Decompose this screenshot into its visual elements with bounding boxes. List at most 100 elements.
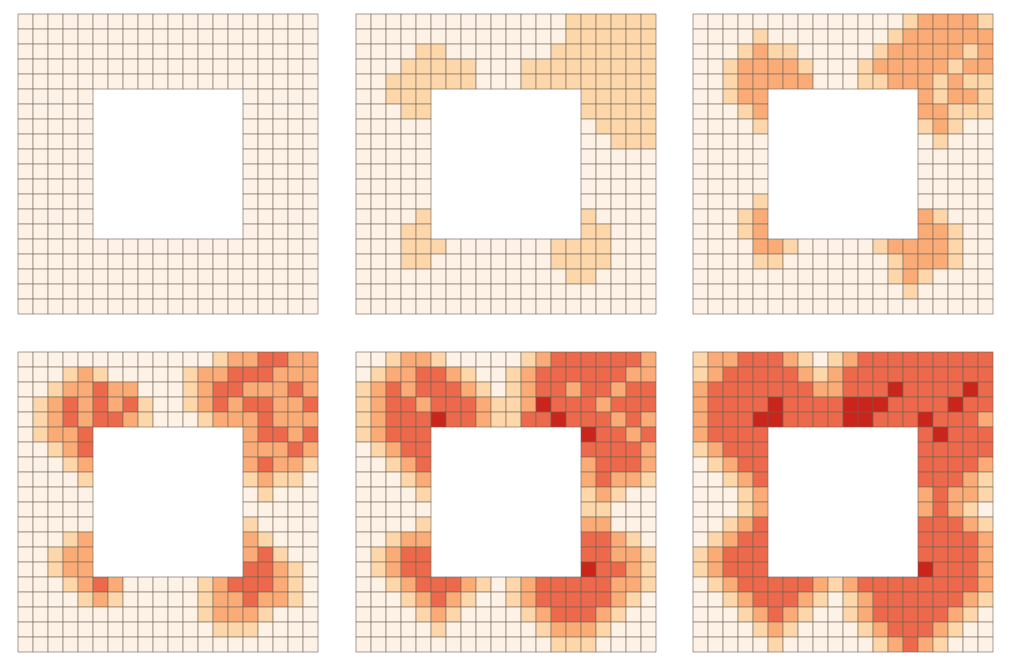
mesh-cell — [580, 381, 597, 398]
mesh-cell — [212, 298, 229, 315]
mesh-cell — [932, 253, 949, 270]
mesh-cell — [640, 411, 657, 428]
mesh-cell — [17, 456, 34, 473]
mesh-cell — [242, 223, 259, 240]
mesh-cell — [77, 73, 94, 90]
mesh-cell — [475, 606, 492, 623]
mesh-cell — [370, 396, 387, 413]
mesh-cell — [167, 298, 184, 315]
mesh-cell — [62, 516, 79, 533]
mesh-cell — [932, 88, 949, 105]
mesh-cell — [47, 283, 64, 300]
mesh-cell — [872, 298, 889, 315]
mesh-cell — [962, 426, 979, 443]
mesh-cell — [122, 636, 139, 653]
mesh-cell — [415, 253, 432, 270]
mesh-cell — [887, 381, 904, 398]
mesh-cell — [932, 396, 949, 413]
mesh-cell — [490, 253, 507, 270]
mesh-cell — [610, 426, 627, 443]
mesh-cell — [887, 351, 904, 368]
mesh-cell — [197, 576, 214, 593]
mesh-cell — [400, 501, 417, 518]
mesh-cell — [797, 28, 814, 45]
mesh-cell — [595, 133, 612, 150]
mesh-cell — [400, 178, 417, 195]
mesh-cell — [610, 621, 627, 638]
mesh-cell — [32, 531, 49, 548]
mesh-cell — [625, 238, 642, 255]
mesh-cell — [107, 411, 124, 428]
mesh-cell — [107, 396, 124, 413]
mesh-cell — [692, 208, 709, 225]
mesh-cell — [415, 351, 432, 368]
mesh-cell — [520, 351, 537, 368]
mesh-cell — [595, 178, 612, 195]
mesh-cell — [932, 178, 949, 195]
mesh-cell — [962, 178, 979, 195]
mesh-cell — [17, 636, 34, 653]
mesh-cell — [77, 636, 94, 653]
mesh-cell — [977, 636, 994, 653]
mesh-cell — [595, 283, 612, 300]
mesh-cell — [625, 88, 642, 105]
mesh-cell — [640, 516, 657, 533]
mesh-cell — [197, 396, 214, 413]
mesh-cell — [595, 163, 612, 180]
mesh-cell — [505, 396, 522, 413]
mesh-cell — [520, 238, 537, 255]
mesh-cell — [707, 28, 724, 45]
mesh-cell — [272, 223, 289, 240]
mesh-cell — [32, 73, 49, 90]
mesh-cell — [595, 58, 612, 75]
mesh-cell — [287, 73, 304, 90]
mesh-cell — [722, 531, 739, 548]
mesh-cell — [917, 381, 934, 398]
mesh-cell — [857, 58, 874, 75]
mesh-cell — [47, 133, 64, 150]
mesh-cell — [355, 208, 372, 225]
mesh-cell — [272, 103, 289, 120]
mesh-cell — [977, 58, 994, 75]
mesh-cell — [400, 531, 417, 548]
mesh-cell — [887, 283, 904, 300]
mesh-cell — [302, 411, 319, 428]
mesh-cell — [857, 43, 874, 60]
mesh-cell — [77, 58, 94, 75]
mesh-cell — [47, 253, 64, 270]
mesh-cell — [812, 411, 829, 428]
mesh-cell — [625, 193, 642, 210]
mesh-cell — [692, 103, 709, 120]
mesh-cell — [580, 561, 597, 578]
mesh-cell — [902, 73, 919, 90]
mesh-cell — [92, 28, 109, 45]
mesh-cell — [287, 426, 304, 443]
mesh-cell — [902, 268, 919, 285]
mesh-cell — [932, 441, 949, 458]
mesh-cell — [490, 396, 507, 413]
mesh-cell — [17, 351, 34, 368]
mesh-cell — [977, 621, 994, 638]
mesh-cell — [182, 283, 199, 300]
mesh-cell — [842, 58, 859, 75]
mesh-cell — [610, 283, 627, 300]
mesh-cell — [287, 411, 304, 428]
mesh-cell — [257, 118, 274, 135]
mesh-cell — [610, 103, 627, 120]
mesh-cell — [182, 606, 199, 623]
mesh-cell — [932, 561, 949, 578]
mesh-cell — [385, 268, 402, 285]
mesh-cell — [707, 396, 724, 413]
mesh-cell — [122, 381, 139, 398]
mesh-cell — [62, 163, 79, 180]
mesh-cell — [580, 486, 597, 503]
mesh-cell — [370, 561, 387, 578]
mesh-cell — [47, 591, 64, 608]
mesh-cell — [947, 621, 964, 638]
mesh-cell — [707, 193, 724, 210]
mesh-cell — [242, 88, 259, 105]
mesh-cell — [227, 576, 244, 593]
mesh-cell — [827, 636, 844, 653]
mesh-cell — [917, 103, 934, 120]
